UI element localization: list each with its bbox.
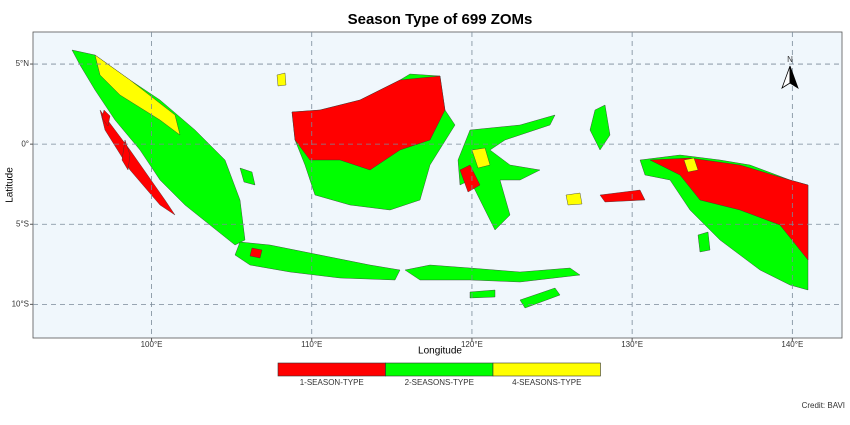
borneo-north (291, 75, 446, 171)
legend-swatch (385, 362, 494, 377)
mentawai (121, 139, 131, 171)
sula (565, 192, 583, 206)
credit: Credit: BAVI (802, 401, 845, 410)
x-tick-label: 140°E (781, 340, 803, 349)
islands (71, 49, 809, 309)
y-tick-label: 5°S (16, 219, 29, 228)
java-spot (249, 247, 263, 259)
natuna (276, 72, 287, 87)
y-tick-label: 0° (21, 139, 29, 148)
sumatra-west-coast (99, 109, 176, 216)
y-tick-label: 10°S (12, 299, 29, 308)
x-axis-title: Longitude (418, 346, 462, 357)
java (234, 241, 401, 281)
legend: 1-SEASON-TYPE 2-SEASONS-TYPE 4-SEASONS-TYP… (277, 362, 601, 387)
legend-label: 1-SEASON-TYPE (300, 378, 364, 387)
bangka (239, 167, 256, 186)
timor (519, 287, 561, 309)
papua-yellow (683, 157, 699, 173)
halmahera (589, 104, 611, 151)
sumatra (71, 49, 246, 246)
x-tick-label: 120°E (461, 340, 483, 349)
y-tick-label: 5°N (16, 59, 30, 68)
legend-swatch (492, 362, 601, 377)
legend-swatch (277, 362, 386, 377)
graticule (33, 32, 842, 338)
x-tick-label: 100°E (141, 340, 163, 349)
seram (599, 189, 646, 203)
north-arrow-right (789, 65, 799, 89)
map-title: Season Type of 699 ZOMs (348, 11, 533, 28)
sumatra-north (94, 54, 181, 136)
sumba (469, 289, 496, 299)
sulawesi-red (459, 164, 481, 193)
north-label: N (787, 55, 793, 64)
aru (697, 231, 711, 253)
x-tick-label: 130°E (621, 340, 643, 349)
sulawesi-yellow (471, 147, 491, 169)
x-tick-label: 110°E (301, 340, 322, 349)
y-axis-title: Latitude (5, 167, 16, 203)
nias (101, 109, 111, 127)
legend-label: 2-SEASONS-TYPE (405, 378, 474, 387)
papua-red (649, 157, 809, 261)
north-arrow: N (781, 55, 799, 89)
legend-label: 4-SEASONS-TYPE (512, 378, 581, 387)
nusa-tenggara (404, 264, 581, 283)
